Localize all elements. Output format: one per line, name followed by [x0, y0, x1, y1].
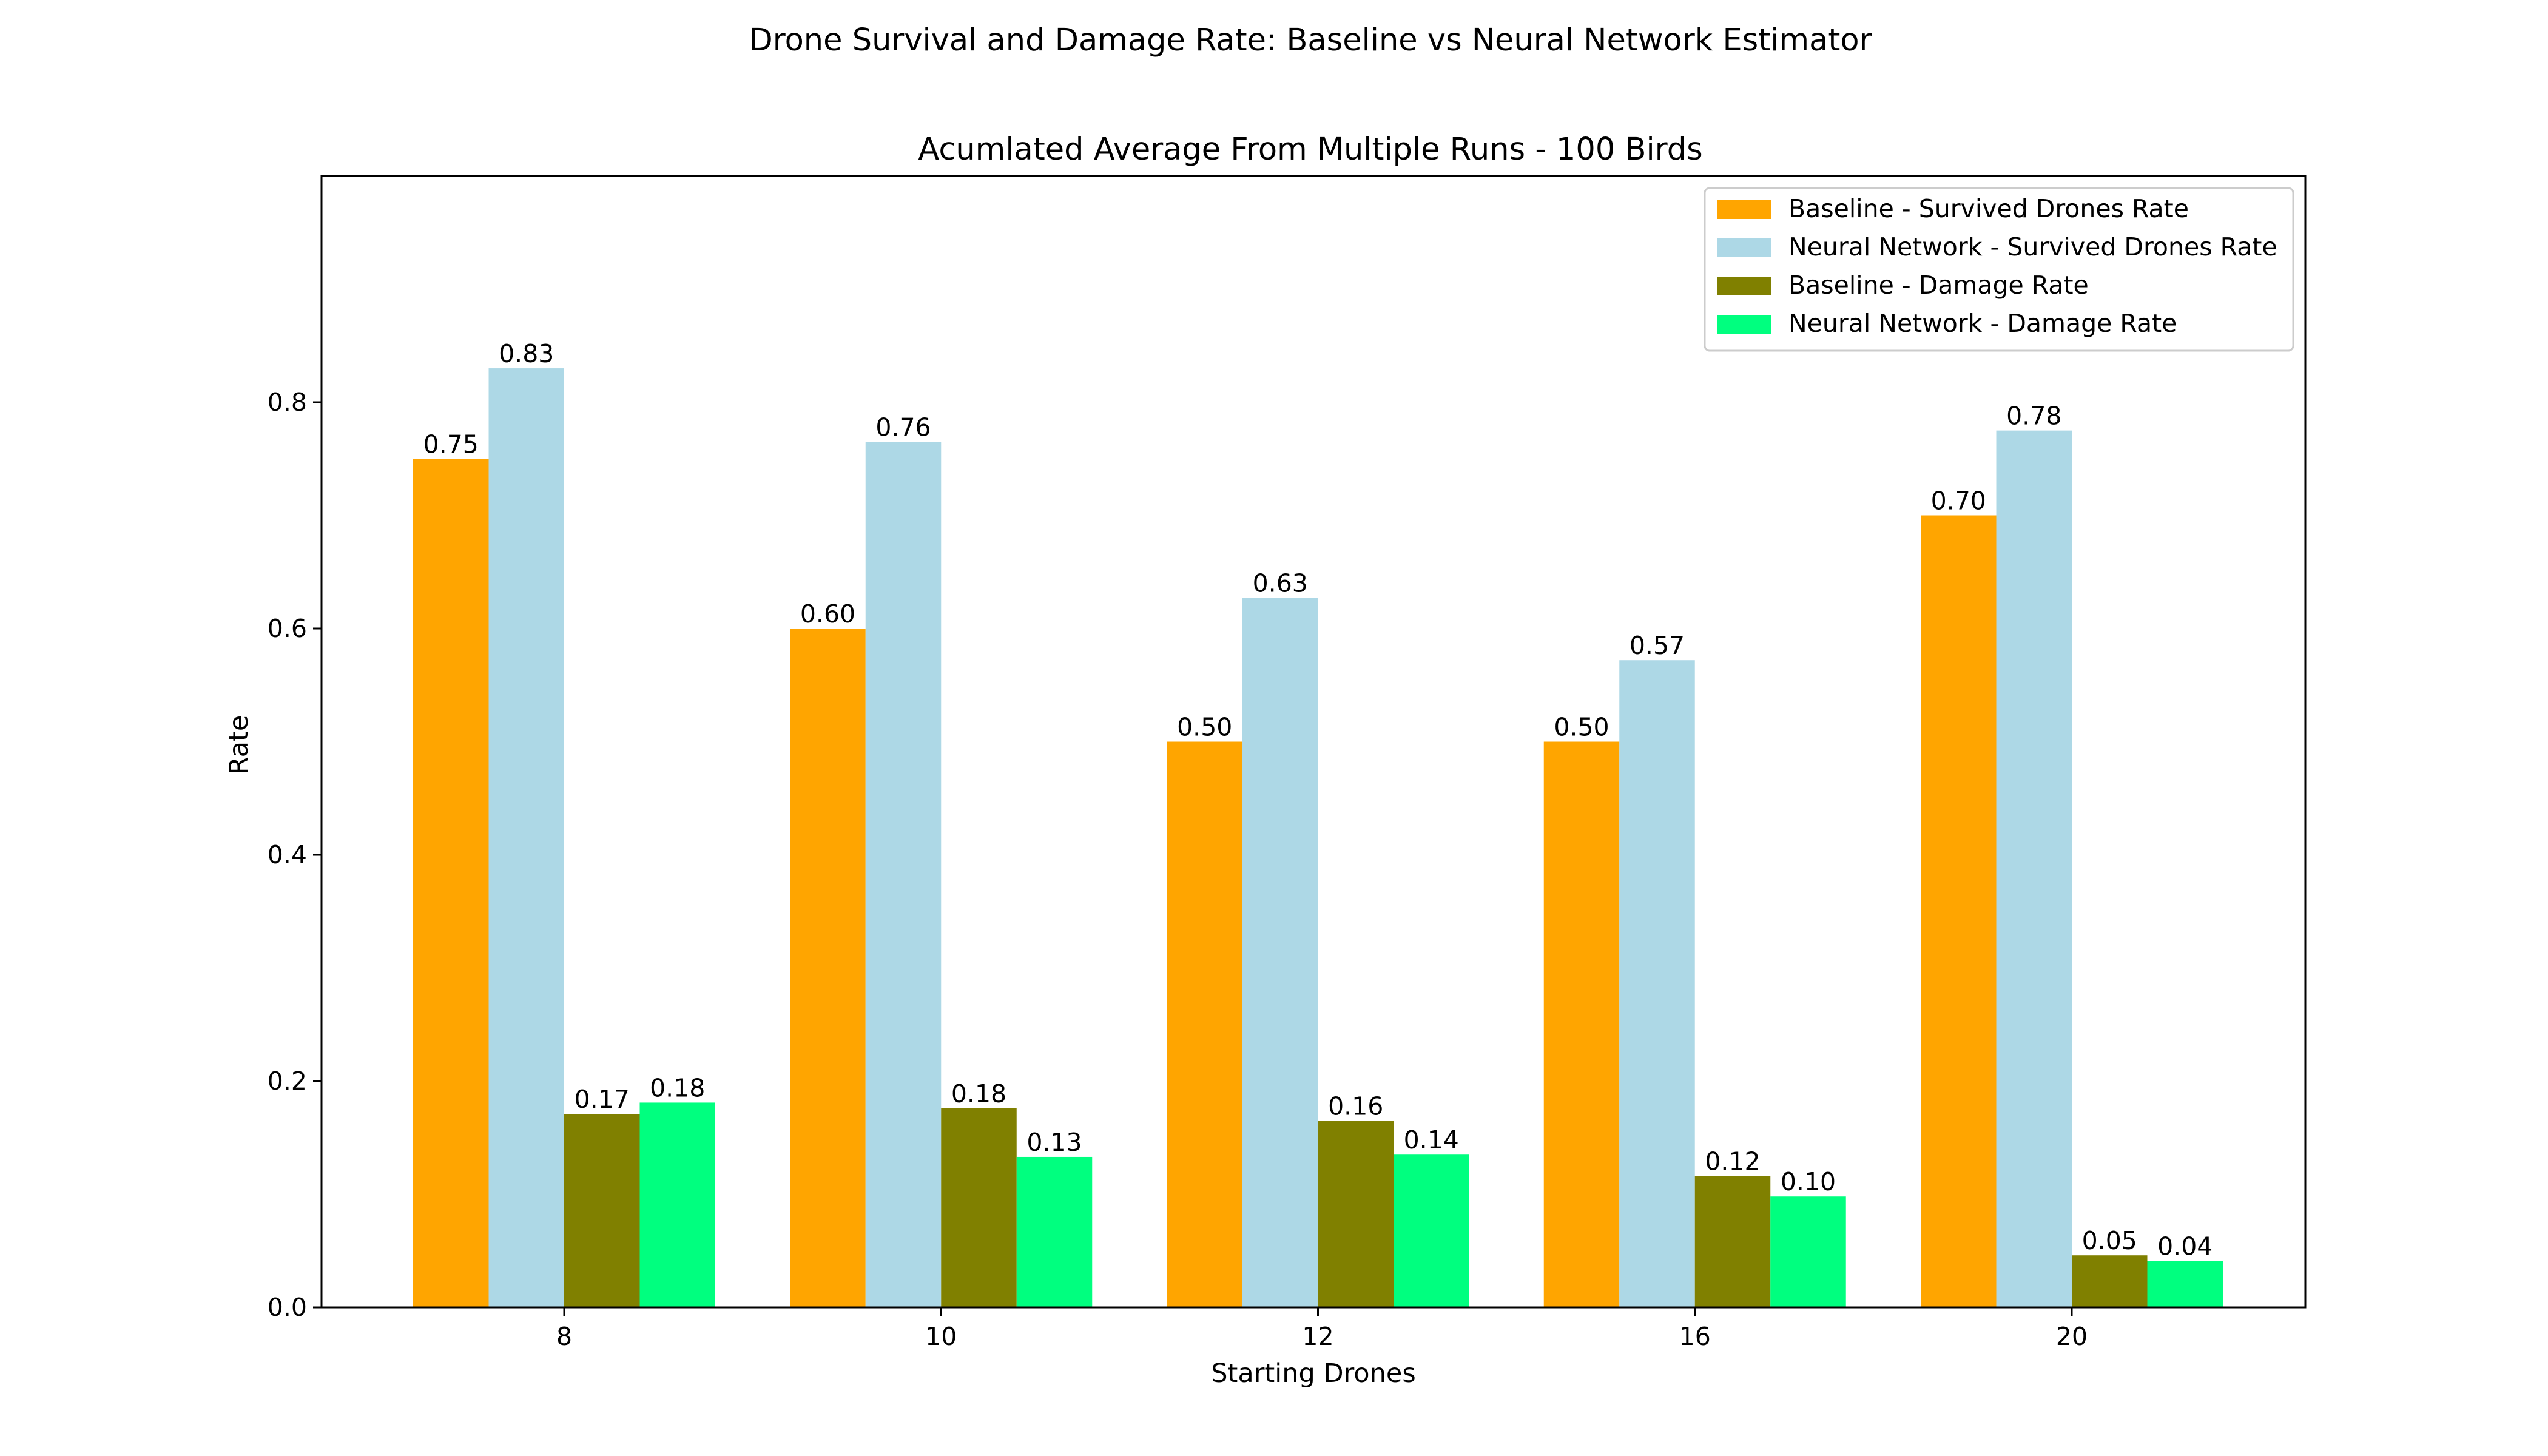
bars-layer	[413, 368, 2223, 1307]
bar-value-label: 0.13	[1026, 1128, 1082, 1157]
y-tick-label: 0.8	[268, 388, 307, 417]
legend-swatch	[1717, 200, 1771, 219]
bar-value-label: 0.70	[1931, 487, 1986, 516]
plot-frame	[320, 175, 2307, 1309]
bar	[564, 1114, 640, 1307]
bar	[1543, 741, 1620, 1307]
bar	[413, 459, 489, 1307]
bar	[2147, 1261, 2223, 1307]
y-tick-label: 0.4	[268, 840, 307, 869]
bar	[488, 368, 564, 1307]
bar	[1996, 430, 2072, 1307]
legend-label: Baseline - Damage Rate	[1788, 271, 2089, 300]
bar-value-label: 0.76	[875, 413, 931, 442]
bar-value-label: 0.18	[951, 1079, 1006, 1108]
legend-label: Neural Network - Survived Drones Rate	[1788, 232, 2277, 261]
y-tick-label: 0.6	[268, 614, 307, 643]
bar	[1921, 515, 1997, 1307]
x-tick-label: 12	[1302, 1322, 1333, 1351]
bar	[1770, 1196, 1846, 1307]
bar-value-label: 0.83	[499, 339, 554, 368]
bar	[1394, 1154, 1469, 1307]
bar-value-label: 0.57	[1630, 631, 1685, 660]
bar-value-label: 0.18	[650, 1073, 705, 1102]
bar-value-label: 0.60	[800, 599, 855, 629]
y-tick-label: 0.2	[268, 1067, 307, 1096]
legend-label: Neural Network - Damage Rate	[1788, 309, 2177, 338]
legend-label: Baseline - Survived Drones Rate	[1788, 194, 2189, 223]
bar-value-label: 0.63	[1253, 569, 1308, 598]
bar	[2072, 1255, 2148, 1307]
y-axis-ticks: 0.0 0.2 0.4 0.6 0.8	[268, 388, 322, 1322]
bar-value-label: 0.50	[1177, 713, 1232, 742]
x-tick-label: 20	[2056, 1322, 2088, 1351]
bar-value-label: 0.17	[575, 1085, 630, 1114]
chart-title: Acumlated Average From Multiple Runs - 1…	[918, 132, 1702, 167]
bar	[1242, 598, 1318, 1307]
legend-swatch	[1717, 238, 1771, 257]
x-tick-label: 8	[556, 1322, 572, 1351]
bar-value-label: 0.14	[1404, 1125, 1459, 1154]
x-tick-label: 10	[925, 1322, 957, 1351]
y-tick-label: 0.0	[268, 1293, 307, 1322]
bar-value-label: 0.78	[2006, 402, 2061, 431]
bar	[1167, 741, 1242, 1307]
x-tick-label: 16	[1679, 1322, 1711, 1351]
bar-value-label: 0.50	[1554, 713, 1609, 742]
bar-labels-layer: 0.75 0.60 0.50 0.50 0.70 0.83 0.76 0.63 0.57 0.78…	[423, 339, 2213, 1261]
bar	[1318, 1121, 1394, 1307]
bar-value-label: 0.12	[1705, 1147, 1760, 1176]
bar	[1016, 1156, 1093, 1307]
bar	[1619, 660, 1695, 1307]
bar	[941, 1108, 1017, 1307]
bar	[865, 442, 942, 1307]
x-axis-label: Starting Drones	[1211, 1358, 1415, 1389]
bar	[790, 629, 866, 1307]
legend: Baseline - Survived Drones Rate Neural Ne…	[1704, 187, 2294, 352]
bar	[639, 1102, 715, 1307]
legend-swatch	[1717, 315, 1771, 334]
legend-swatch	[1717, 277, 1771, 295]
chart-suptitle: Drone Survival and Damage Rate: Baseline…	[749, 22, 1872, 58]
y-axis-label: Rate	[224, 715, 254, 775]
bar-value-label: 0.75	[423, 430, 479, 459]
bar-value-label: 0.04	[2157, 1232, 2213, 1261]
bar-value-label: 0.05	[2082, 1226, 2137, 1255]
legend-frame	[1704, 187, 2294, 352]
bar-value-label: 0.10	[1781, 1167, 1836, 1196]
bar-value-label: 0.16	[1328, 1091, 1383, 1121]
x-axis-ticks: 8 10 12 16 20	[556, 1307, 2088, 1351]
bar	[1694, 1176, 1771, 1307]
